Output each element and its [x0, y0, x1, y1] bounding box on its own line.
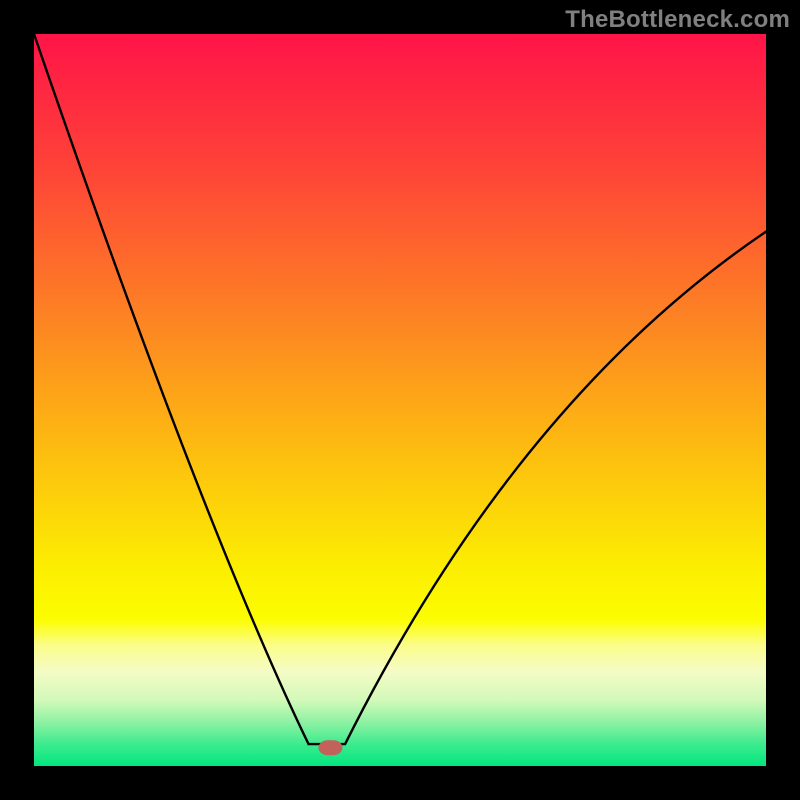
bottleneck-curve-chart: [34, 34, 766, 766]
optimum-marker: [318, 740, 342, 755]
watermark-text: TheBottleneck.com: [565, 6, 790, 34]
gradient-background: [34, 34, 766, 766]
chart-frame: TheBottleneck.com: [0, 0, 800, 800]
